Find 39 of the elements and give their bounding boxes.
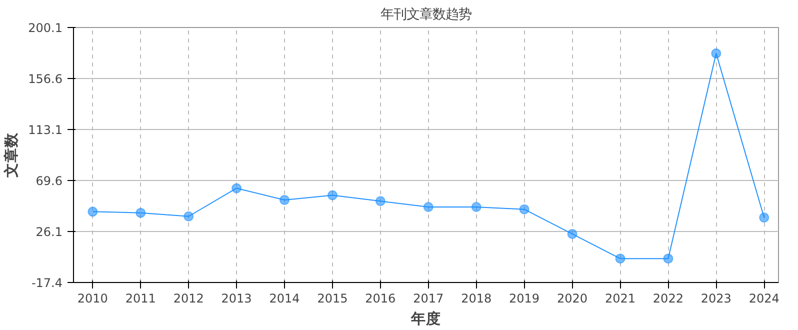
point <box>759 212 770 223</box>
point <box>567 228 578 239</box>
x-tick-label: 2013 <box>221 292 252 306</box>
point <box>663 254 674 264</box>
x-tick-label: 2023 <box>700 292 732 306</box>
y-tick-label: 156.6 <box>28 72 63 86</box>
point <box>232 183 242 194</box>
x-tick-label: 2016 <box>365 292 396 306</box>
chart-title: 年刊文章数趋势 <box>380 8 472 22</box>
x-tick-label: 2022 <box>652 292 684 306</box>
point <box>519 204 530 214</box>
y-tick-label: 200.1 <box>28 21 63 35</box>
point <box>280 194 290 205</box>
y-tick-label: 26.1 <box>36 225 62 239</box>
point <box>184 211 194 222</box>
y-tick-label: 113.1 <box>28 123 63 137</box>
x-tick-label: 2019 <box>509 292 540 306</box>
x-tick-label: 2021 <box>604 292 636 306</box>
x-tick-label: 2024 <box>748 292 780 306</box>
x-tick-label: 2014 <box>269 292 300 306</box>
x-tick-label: 2017 <box>413 292 444 306</box>
point <box>327 190 338 200</box>
point <box>471 202 482 212</box>
point <box>423 202 434 212</box>
point <box>88 206 98 217</box>
y-axis-title: 文章数 <box>2 132 20 178</box>
x-tick-label: 2020 <box>557 292 588 306</box>
y-tick-label: 69.6 <box>36 174 62 188</box>
x-tick-label: 2015 <box>317 292 348 306</box>
point <box>615 254 626 264</box>
x-tick-label: 2012 <box>173 292 204 306</box>
point <box>711 48 722 58</box>
x-tick-label: 2010 <box>77 292 108 306</box>
y-tick-label: -17.4 <box>31 276 63 290</box>
point <box>136 208 146 218</box>
point <box>375 196 386 206</box>
x-tick-label: 2011 <box>125 292 156 306</box>
x-tick-label: 2018 <box>461 292 492 306</box>
x-axis-title: 年度 <box>410 310 441 328</box>
